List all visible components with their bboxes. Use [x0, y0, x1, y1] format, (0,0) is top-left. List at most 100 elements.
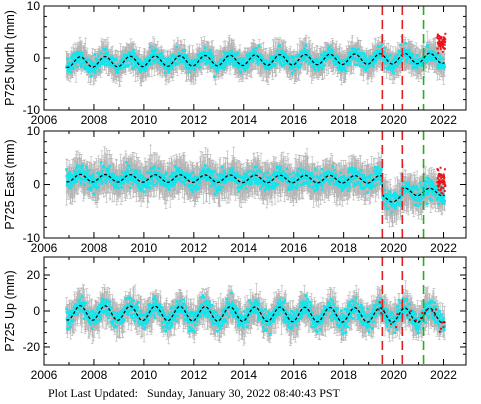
data-point: [202, 50, 206, 54]
data-point: [309, 55, 312, 59]
data-point: [372, 60, 375, 64]
data-point: [232, 59, 235, 63]
data-point: [293, 65, 297, 69]
data-point: [70, 56, 73, 60]
data-point: [405, 60, 408, 63]
data-point: [79, 51, 82, 55]
data-point: [204, 62, 207, 65]
data-point: [357, 47, 360, 51]
data-point: [218, 64, 222, 68]
data-point: [67, 64, 70, 67]
data-point: [104, 56, 108, 60]
data-point: [403, 52, 407, 55]
data-point: [136, 57, 140, 61]
data-point: [228, 62, 231, 65]
data-point: [78, 53, 82, 56]
data-point: [298, 65, 301, 69]
data-point: [329, 51, 333, 55]
data-point: [93, 53, 97, 56]
data-point: [183, 49, 187, 52]
data-point: [66, 70, 69, 73]
data-point: [84, 67, 87, 71]
data-point: [378, 45, 382, 48]
data-point: [92, 63, 96, 66]
data-point: [299, 54, 302, 58]
data-point: [134, 63, 137, 67]
data-point: [135, 65, 139, 69]
data-point: [274, 58, 278, 61]
data-point: [101, 58, 105, 61]
data-point: [244, 66, 247, 69]
data-point: [362, 52, 366, 55]
data-point: [384, 66, 387, 70]
data-point: [146, 62, 150, 66]
data-point: [174, 62, 178, 65]
data-point: [424, 59, 427, 62]
data-point: [264, 59, 268, 63]
data-point: [346, 57, 350, 61]
data-point: [163, 71, 167, 74]
data-point: [199, 51, 202, 55]
data-point: [316, 68, 320, 72]
data-point: [108, 60, 111, 64]
data-point: [311, 61, 315, 65]
data-point: [108, 56, 111, 60]
data-point: [79, 62, 83, 66]
data-point: [344, 69, 348, 73]
data-point: [196, 54, 200, 57]
data-point: [137, 67, 141, 71]
data-point: [195, 65, 199, 68]
data-point: [321, 56, 325, 60]
data-point: [389, 64, 393, 68]
data-point: [127, 63, 130, 67]
data-point: [175, 45, 179, 49]
data-point: [250, 58, 254, 61]
data-point: [402, 47, 405, 51]
data-point: [412, 58, 415, 61]
data-point: [268, 59, 272, 62]
data-point: [340, 69, 343, 73]
data-point: [282, 60, 286, 64]
data-point: [90, 74, 93, 78]
data-point: [166, 59, 169, 63]
data-point: [110, 64, 113, 67]
data-point: [248, 52, 251, 55]
data-point: [377, 55, 381, 59]
data-point: [72, 63, 76, 66]
data-point: [219, 58, 222, 62]
data-point: [398, 50, 401, 54]
data-point: [239, 71, 243, 74]
data-point: [185, 64, 188, 67]
data-point: [161, 61, 165, 64]
data-point: [74, 52, 77, 55]
data-point: [97, 69, 101, 72]
data-point: [331, 51, 335, 55]
data-point: [78, 60, 81, 64]
data-point: [342, 66, 346, 69]
data-point: [328, 56, 332, 59]
data-point: [250, 54, 253, 57]
data-point: [125, 59, 129, 63]
data-point: [307, 53, 311, 57]
data-point: [322, 50, 326, 54]
data-point: [114, 57, 118, 61]
data-point: [240, 60, 244, 63]
data-point: [68, 64, 72, 68]
data-point: [261, 58, 265, 62]
data-point: [337, 55, 340, 59]
data-point: [378, 54, 382, 58]
data-point: [206, 61, 210, 64]
data-point: [208, 59, 211, 63]
data-point: [315, 58, 319, 62]
data-point: [69, 62, 72, 66]
data-point: [318, 63, 321, 67]
data-point: [78, 58, 82, 61]
data-point: [197, 56, 201, 59]
data-point: [165, 61, 169, 65]
data-point: [138, 70, 142, 73]
data-point: [400, 57, 404, 61]
data-point: [181, 60, 184, 64]
data-point: [151, 53, 155, 57]
data-point: [130, 52, 133, 56]
data-point: [256, 62, 259, 65]
